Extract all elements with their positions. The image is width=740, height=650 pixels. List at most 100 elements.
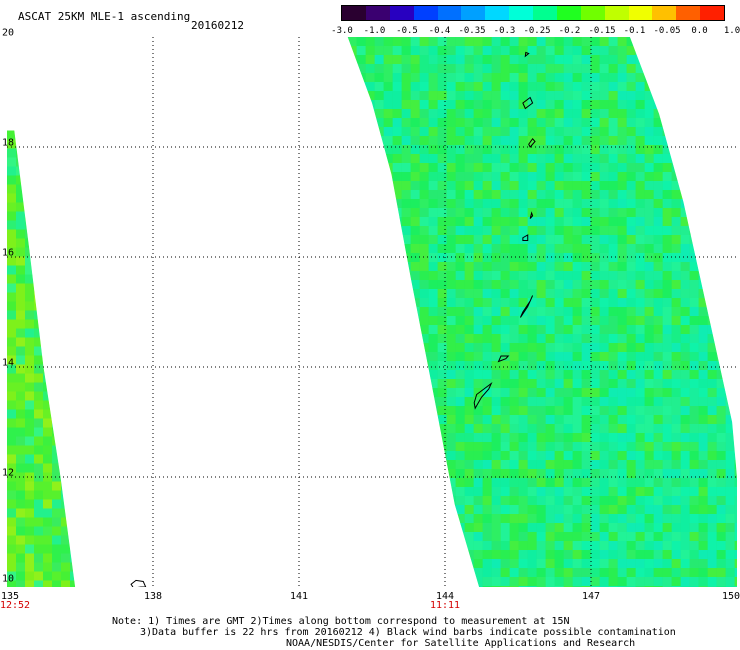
data-pixel [482,514,492,523]
data-pixel [347,334,357,343]
data-pixel [437,118,447,127]
data-pixel [464,154,474,163]
data-pixel [16,454,25,464]
data-pixel [383,379,393,388]
data-pixel [527,307,537,316]
data-pixel [590,190,600,199]
data-pixel [554,271,564,280]
data-pixel [554,136,564,145]
east-swath [347,37,737,587]
data-pixel [698,550,708,559]
data-pixel [482,226,492,235]
data-pixel [581,145,591,154]
data-pixel [16,166,25,176]
data-pixel [716,109,726,118]
data-pixel [428,397,438,406]
data-pixel [671,370,681,379]
data-pixel [707,469,717,478]
data-pixel [401,118,411,127]
data-pixel [527,325,537,334]
data-pixel [34,364,43,374]
data-pixel [518,208,528,217]
data-pixel [392,190,402,199]
data-pixel [590,514,600,523]
data-pixel [70,517,76,527]
data-pixel [653,271,663,280]
data-pixel [581,523,591,532]
data-pixel [563,325,573,334]
data-pixel [61,256,70,266]
data-pixel [437,487,447,496]
data-pixel [365,100,375,109]
data-pixel [410,127,420,136]
data-pixel [599,109,609,118]
data-pixel [536,388,546,397]
data-pixel [617,307,627,316]
data-pixel [437,307,447,316]
data-pixel [70,328,76,338]
data-pixel [680,379,690,388]
data-pixel [662,478,672,487]
data-pixel [419,253,429,262]
data-pixel [725,577,735,586]
island-outline-rota [497,355,510,363]
data-pixel [419,118,429,127]
data-pixel [572,496,582,505]
data-pixel [536,370,546,379]
data-pixel [536,433,546,442]
data-pixel [581,496,591,505]
data-pixel [599,343,609,352]
data-pixel [662,262,672,271]
data-pixel [698,109,708,118]
data-pixel [536,262,546,271]
data-pixel [644,55,654,64]
data-pixel [734,46,737,55]
data-pixel [374,559,384,568]
data-pixel [392,73,402,82]
data-pixel [428,244,438,253]
data-pixel [518,91,528,100]
data-pixel [581,280,591,289]
data-pixel [16,463,25,473]
data-pixel [61,139,70,149]
data-pixel [16,148,25,158]
data-pixel [7,283,16,293]
data-pixel [644,307,654,316]
data-pixel [61,490,70,500]
data-pixel [500,181,510,190]
data-pixel [70,463,76,473]
data-pixel [365,352,375,361]
data-pixel [410,55,420,64]
data-pixel [365,424,375,433]
data-pixel [698,343,708,352]
data-pixel [43,445,52,455]
data-pixel [563,532,573,541]
data-pixel [707,46,717,55]
data-pixel [671,397,681,406]
data-pixel [365,334,375,343]
data-pixel [554,415,564,424]
data-pixel [581,181,591,190]
data-pixel [554,262,564,271]
data-pixel [392,460,402,469]
data-pixel [509,46,519,55]
data-pixel [43,310,52,320]
data-pixel [25,175,34,185]
data-pixel [563,91,573,100]
colorbar-segment [604,6,629,20]
data-pixel [25,544,34,554]
data-pixel [518,109,528,118]
data-pixel [356,109,366,118]
data-pixel [464,109,474,118]
data-pixel [599,154,609,163]
data-pixel [392,451,402,460]
data-pixel [70,580,76,587]
data-pixel [356,235,366,244]
data-pixel [455,451,465,460]
data-pixel [725,307,735,316]
data-pixel [608,199,618,208]
data-pixel [473,487,483,496]
data-pixel [734,226,737,235]
data-pixel [563,307,573,316]
data-pixel [581,154,591,163]
